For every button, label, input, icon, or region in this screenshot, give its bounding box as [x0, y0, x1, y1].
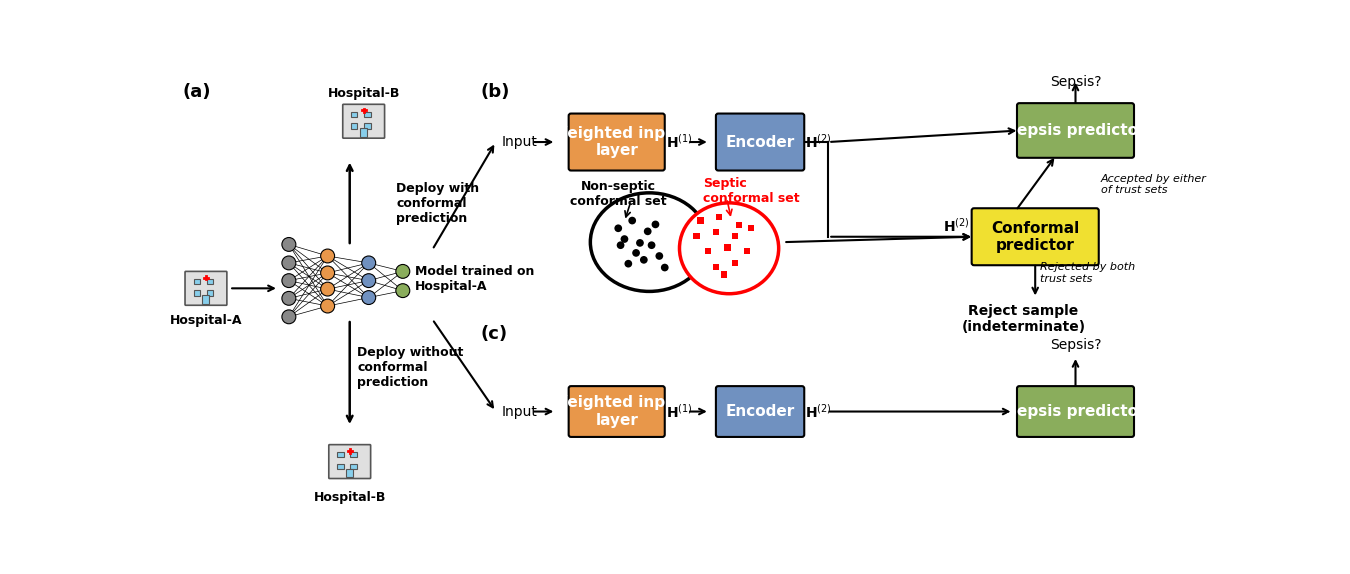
- Bar: [202, 295, 209, 304]
- Text: $\mathbf{H}^{(1)}$: $\mathbf{H}^{(1)}$: [666, 133, 693, 151]
- Bar: [713, 263, 720, 270]
- Text: Deploy with
conformal
prediction: Deploy with conformal prediction: [396, 182, 479, 225]
- Text: Hospital-B: Hospital-B: [313, 491, 386, 504]
- Circle shape: [282, 292, 296, 305]
- Bar: [207, 290, 213, 296]
- Text: (c): (c): [481, 324, 508, 343]
- Bar: [694, 233, 699, 239]
- Text: Rejected by both
trust sets: Rejected by both trust sets: [1040, 262, 1135, 284]
- Circle shape: [652, 220, 659, 228]
- Circle shape: [628, 217, 636, 224]
- Circle shape: [282, 274, 296, 288]
- Text: Septic
conformal set: Septic conformal set: [703, 177, 801, 204]
- Text: Accepted by either
of trust sets: Accepted by either of trust sets: [1102, 173, 1207, 195]
- FancyBboxPatch shape: [343, 104, 385, 138]
- Text: Encoder: Encoder: [725, 404, 795, 419]
- Bar: [721, 272, 726, 278]
- Bar: [351, 123, 358, 129]
- FancyBboxPatch shape: [568, 386, 664, 437]
- Text: Reject sample
(indeterminate): Reject sample (indeterminate): [961, 304, 1085, 334]
- Circle shape: [321, 249, 335, 263]
- Bar: [705, 249, 711, 254]
- Bar: [725, 245, 730, 251]
- Circle shape: [644, 227, 652, 235]
- Bar: [364, 123, 371, 129]
- Bar: [732, 260, 738, 266]
- Circle shape: [656, 252, 663, 260]
- Text: Conformal
predictor: Conformal predictor: [991, 220, 1079, 253]
- FancyBboxPatch shape: [716, 114, 805, 170]
- Circle shape: [640, 256, 648, 263]
- Bar: [351, 452, 356, 457]
- Bar: [338, 452, 343, 457]
- Bar: [744, 249, 751, 254]
- Text: Sepsis predictor: Sepsis predictor: [1006, 404, 1145, 419]
- Bar: [364, 111, 371, 117]
- Bar: [207, 279, 213, 284]
- Ellipse shape: [590, 193, 709, 292]
- Text: Sepsis?: Sepsis?: [1050, 75, 1102, 89]
- Circle shape: [362, 290, 375, 304]
- Text: Model trained on
Hospital-A: Model trained on Hospital-A: [416, 265, 535, 293]
- FancyBboxPatch shape: [568, 114, 664, 170]
- Text: Non-septic
conformal set: Non-septic conformal set: [570, 180, 667, 208]
- Bar: [736, 222, 742, 228]
- Text: $\mathbf{H}^{(1)}$: $\mathbf{H}^{(1)}$: [666, 402, 693, 421]
- Text: Sepsis?: Sepsis?: [1050, 338, 1102, 352]
- Text: Deploy without
conformal
prediction: Deploy without conformal prediction: [358, 346, 464, 389]
- Text: Encoder: Encoder: [725, 134, 795, 150]
- FancyBboxPatch shape: [716, 386, 805, 437]
- Text: Hospital-B: Hospital-B: [328, 87, 400, 100]
- Circle shape: [282, 310, 296, 324]
- Circle shape: [648, 241, 656, 249]
- Bar: [748, 225, 753, 231]
- Text: Weighted input
layer: Weighted input layer: [551, 395, 683, 428]
- Circle shape: [662, 263, 668, 272]
- Bar: [698, 218, 703, 224]
- Circle shape: [617, 241, 625, 249]
- Text: $\mathbf{H}^{(2)}$: $\mathbf{H}^{(2)}$: [944, 217, 971, 235]
- Circle shape: [625, 260, 632, 267]
- Bar: [193, 290, 200, 296]
- Text: (a): (a): [182, 83, 211, 101]
- Circle shape: [621, 235, 628, 243]
- Circle shape: [321, 282, 335, 296]
- Circle shape: [614, 224, 622, 232]
- Circle shape: [636, 239, 644, 247]
- Circle shape: [282, 238, 296, 251]
- Text: Weighted input
layer: Weighted input layer: [551, 126, 683, 158]
- Bar: [716, 214, 722, 220]
- Circle shape: [396, 265, 410, 278]
- Bar: [360, 128, 367, 137]
- Text: Hospital-A: Hospital-A: [170, 314, 242, 327]
- Text: Input: Input: [502, 405, 537, 418]
- FancyBboxPatch shape: [185, 272, 227, 305]
- Text: Sepsis predictor: Sepsis predictor: [1006, 123, 1145, 138]
- FancyBboxPatch shape: [1017, 103, 1134, 158]
- Text: $\mathbf{H}^{(2)}$: $\mathbf{H}^{(2)}$: [805, 402, 832, 421]
- Text: (b): (b): [481, 83, 510, 101]
- FancyBboxPatch shape: [1017, 386, 1134, 437]
- Circle shape: [396, 284, 410, 297]
- Text: Input: Input: [502, 135, 537, 149]
- Bar: [713, 229, 720, 235]
- Circle shape: [321, 299, 335, 313]
- Text: $\mathbf{H}^{(2)}$: $\mathbf{H}^{(2)}$: [805, 133, 832, 151]
- Circle shape: [321, 266, 335, 280]
- Circle shape: [362, 274, 375, 288]
- Bar: [346, 468, 354, 477]
- Circle shape: [282, 256, 296, 270]
- Circle shape: [362, 256, 375, 270]
- Bar: [732, 233, 738, 239]
- Bar: [351, 464, 356, 469]
- Bar: [351, 111, 358, 117]
- Circle shape: [632, 249, 640, 257]
- Bar: [338, 464, 343, 469]
- Ellipse shape: [679, 203, 779, 294]
- FancyBboxPatch shape: [329, 445, 371, 479]
- Bar: [193, 279, 200, 284]
- FancyBboxPatch shape: [972, 208, 1099, 265]
